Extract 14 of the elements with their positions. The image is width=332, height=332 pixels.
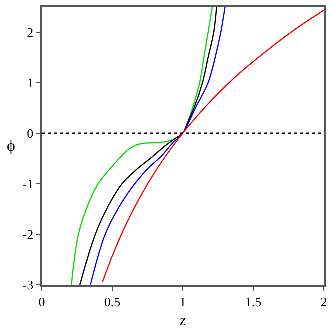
x-tick-label: 1	[180, 294, 186, 310]
y-tick-label: -2	[22, 227, 34, 242]
y-axis-title: ϕ	[7, 138, 16, 155]
y-tick-label: 2	[27, 24, 34, 40]
x-tick-label: 1.5	[245, 294, 262, 310]
y-tick-label: -1	[22, 176, 34, 192]
x-tick-label: 0	[38, 294, 46, 310]
x-tick-label: 2	[320, 294, 328, 310]
y-tick-label: 1	[27, 75, 34, 90]
y-tick-label: -3	[22, 278, 34, 293]
line-series	[102, 10, 324, 284]
x-tick-label: 0.5	[104, 294, 121, 310]
y-tick-label: 0	[27, 126, 34, 141]
x-axis-title: z	[178, 312, 187, 330]
